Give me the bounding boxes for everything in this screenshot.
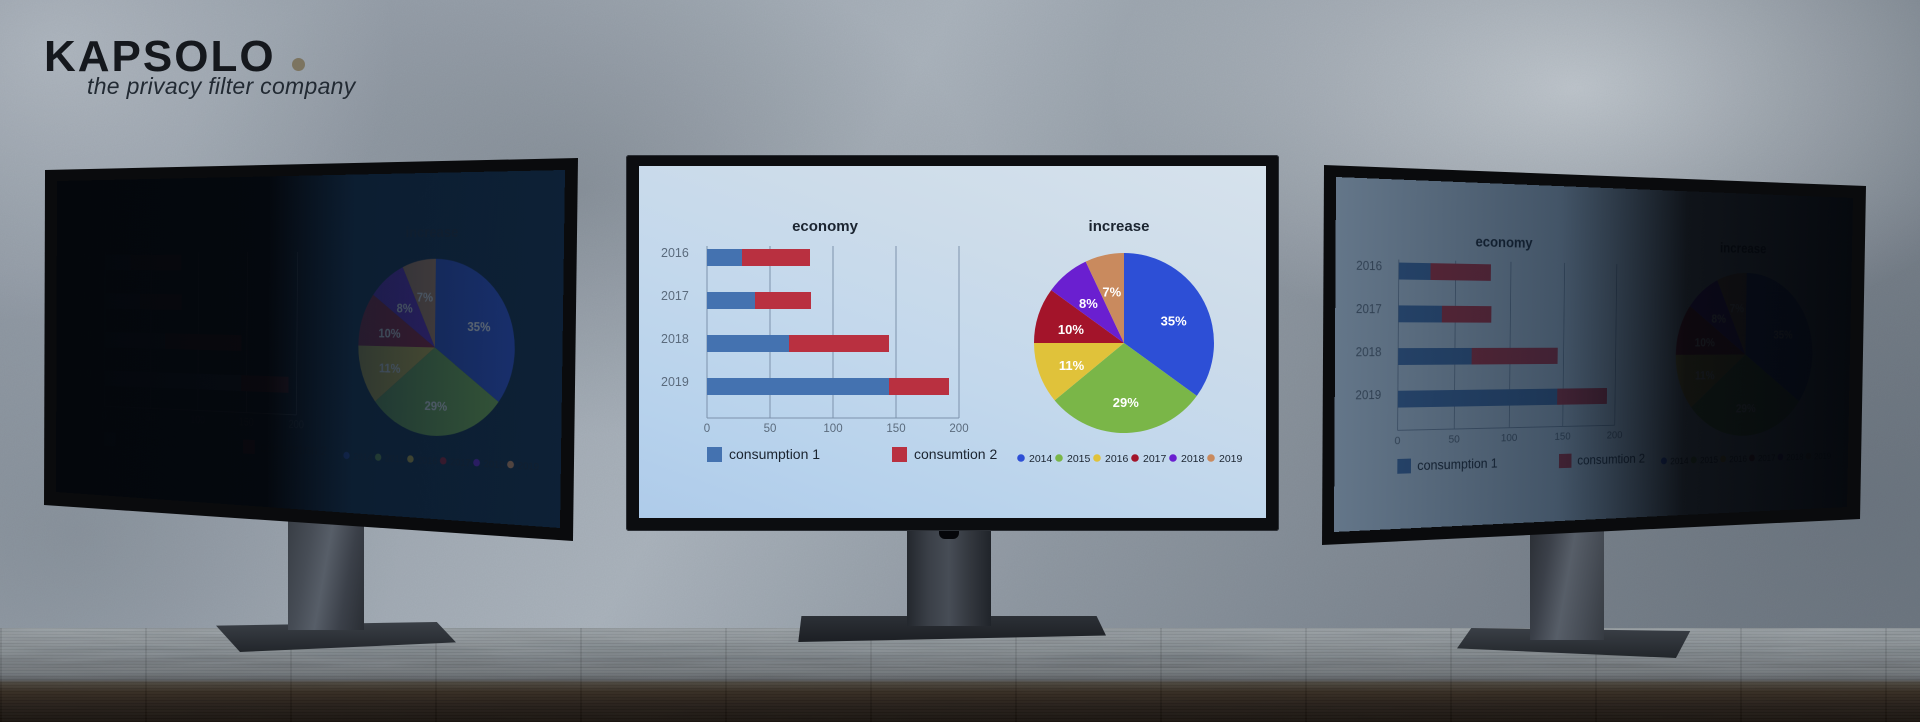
svg-text:35%: 35%	[1161, 314, 1187, 329]
svg-text:economy: economy	[792, 218, 859, 235]
svg-text:increase: increase	[1089, 218, 1150, 235]
svg-text:2017: 2017	[661, 289, 689, 303]
svg-text:8%: 8%	[1079, 296, 1098, 311]
svg-text:100: 100	[823, 423, 842, 435]
svg-text:2016: 2016	[661, 246, 689, 260]
svg-text:2019: 2019	[661, 375, 689, 389]
svg-text:0: 0	[704, 423, 710, 435]
svg-text:2017: 2017	[1143, 453, 1167, 465]
svg-text:2016: 2016	[1105, 453, 1129, 465]
svg-text:7%: 7%	[1102, 285, 1121, 300]
svg-text:consumtion 2: consumtion 2	[914, 446, 997, 462]
svg-text:2018: 2018	[661, 332, 689, 346]
svg-text:11%: 11%	[1059, 358, 1085, 373]
svg-text:2018: 2018	[1181, 453, 1205, 465]
svg-text:50: 50	[764, 423, 777, 435]
svg-text:10%: 10%	[1058, 322, 1084, 337]
svg-text:2014: 2014	[1029, 453, 1053, 465]
svg-text:2015: 2015	[1067, 453, 1091, 465]
svg-text:150: 150	[886, 423, 905, 435]
svg-text:200: 200	[949, 423, 968, 435]
svg-text:29%: 29%	[1113, 395, 1139, 410]
svg-text:consumption 1: consumption 1	[729, 446, 820, 462]
svg-text:2019: 2019	[1219, 453, 1243, 465]
